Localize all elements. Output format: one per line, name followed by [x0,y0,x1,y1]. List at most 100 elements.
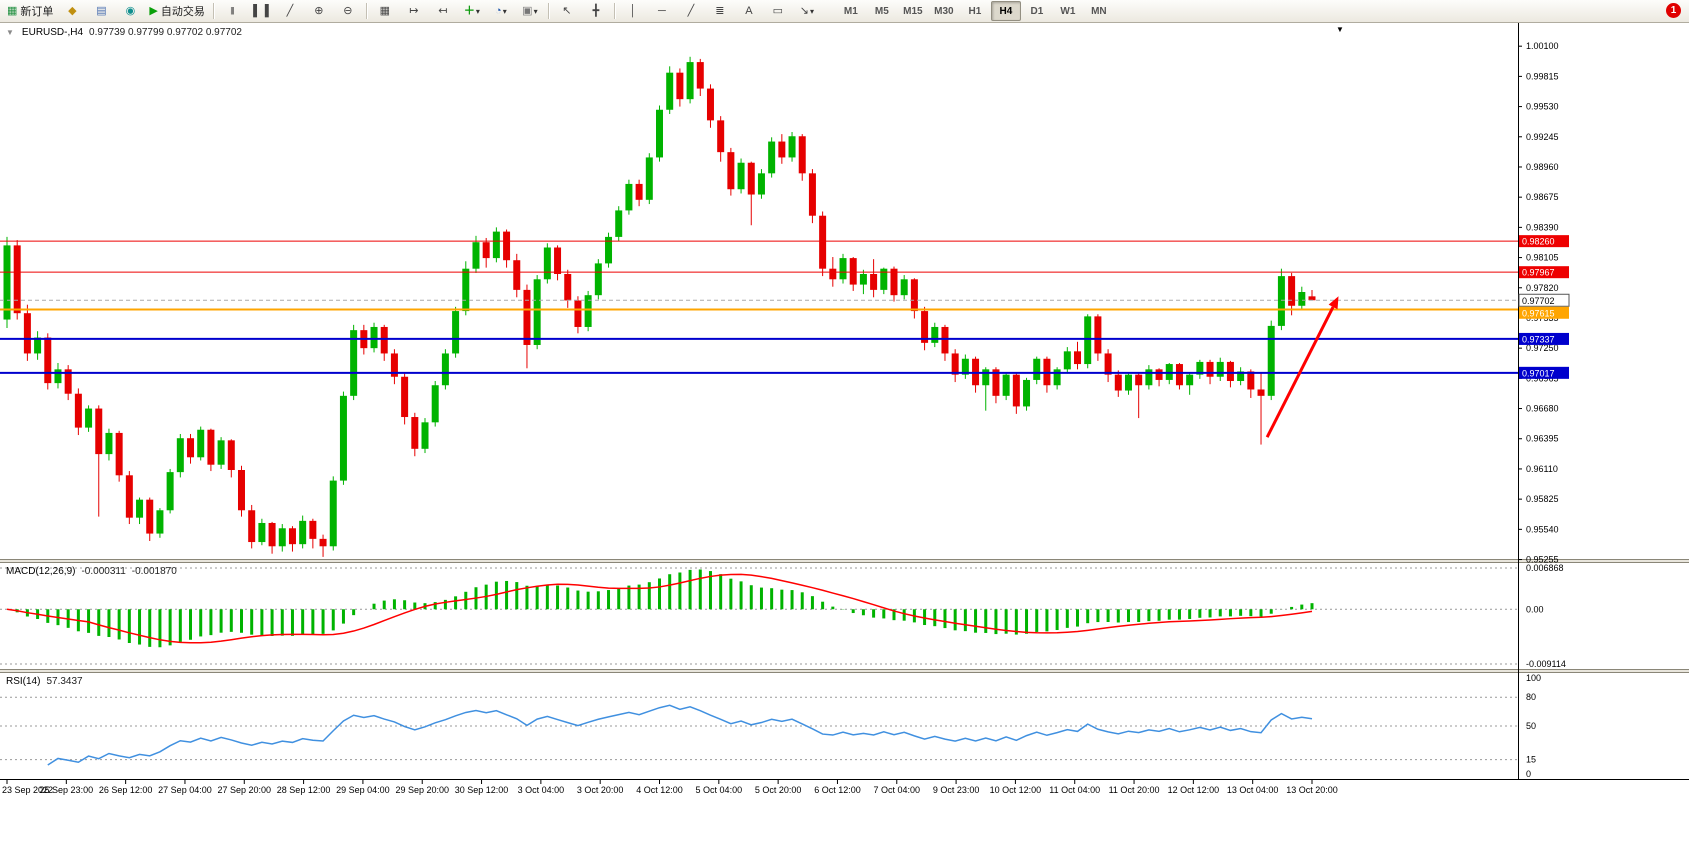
svg-text:5 Oct 20:00: 5 Oct 20:00 [755,785,802,795]
svg-text:5 Oct 04:00: 5 Oct 04:00 [696,785,743,795]
svg-text:1.00100: 1.00100 [1526,41,1559,51]
terminal-icon: ▤ [96,4,107,17]
text-label-button[interactable]: ▭ [764,1,792,21]
chart-collapse-icon[interactable]: ▼ [6,28,14,37]
svg-text:13 Oct 20:00: 13 Oct 20:00 [1286,785,1338,795]
timeframe-mn-button[interactable]: MN [1091,5,1107,17]
svg-text:100: 100 [1526,673,1541,683]
arrows-tool-button[interactable]: ↘ ▾ [793,1,821,21]
chart-canvas[interactable]: 1.00100 0.99815 0.99530 0.99245 0.98960 0.986… [0,23,1689,859]
svg-text:0.99245: 0.99245 [1526,132,1559,142]
timeframe-h4-button[interactable]: H4 [990,1,1021,21]
macd-label: MACD(12,26,9) -0.000311 -0.001870 [6,566,177,577]
svg-text:0: 0 [1526,769,1531,779]
svg-text:0.006868: 0.006868 [1526,563,1564,573]
strategy-tester-button[interactable]: ◉ [116,1,144,21]
macd-name: MACD(12,26,9) [6,566,76,577]
cursor-button[interactable]: ↖ [553,1,581,21]
svg-text:26 Sep 12:00: 26 Sep 12:00 [99,785,153,795]
chart-shift-marker[interactable]: ▼ [1336,25,1344,34]
timeframe-d1-button[interactable]: D1 [1030,5,1044,17]
trend-arrow[interactable] [1265,296,1339,438]
notification-badge[interactable]: 1 [1666,3,1681,18]
timeframe-m15-button[interactable]: M15 [903,5,923,17]
auto-scroll-button[interactable]: ↦ [400,1,428,21]
svg-text:27 Sep 20:00: 27 Sep 20:00 [217,785,271,795]
candlestick-chart-icon: ▌▐ [253,4,269,17]
svg-text:3 Oct 20:00: 3 Oct 20:00 [577,785,624,795]
fibonacci-button[interactable]: ≣ [706,1,734,21]
macd-signal-line [6,573,1313,644]
chart-title-bar: ▼ EURUSD-,H4 0.97739 0.97799 0.97702 0.9… [6,27,242,38]
svg-text:0.97250: 0.97250 [1526,343,1559,353]
toolbar-separator [613,3,615,19]
dropdown-caret-icon: ▾ [502,6,507,16]
svg-text:0.95255: 0.95255 [1526,555,1559,565]
tile-windows-button[interactable]: ▦ [371,1,399,21]
text-tool-button[interactable]: A [735,1,763,21]
svg-text:30 Sep 12:00: 30 Sep 12:00 [455,785,509,795]
templates-icon: ▣ [522,4,533,17]
svg-text:0.96395: 0.96395 [1526,434,1559,444]
timeframe-w1-button[interactable]: W1 [1060,5,1076,17]
horizontal-line-button[interactable]: ─ [648,1,676,21]
chart-shift-button[interactable]: ↤ [429,1,457,21]
zoom-out-button[interactable]: ⊖ [334,1,362,21]
indicators-button[interactable]: ＋ ▾ [458,1,486,21]
svg-text:0.98960: 0.98960 [1526,162,1559,172]
chart-window[interactable]: 1.00100 0.99815 0.99530 0.99245 0.98960 0.986… [0,23,1689,859]
timeframe-m5-button[interactable]: M5 [874,5,889,17]
svg-text:0.96110: 0.96110 [1526,464,1558,474]
support-line-upper-tag [1519,332,1569,345]
resistance-line-upper-tag [1519,235,1569,248]
timeframe-h1-button[interactable]: H1 [968,5,982,17]
autotrading-button[interactable]: ▶ 自动交易 [145,1,208,21]
svg-text:11 Oct 20:00: 11 Oct 20:00 [1109,785,1160,795]
timeframe-m30-button[interactable]: M30 [934,5,954,17]
horizontal-line-objects[interactable] [0,240,1518,374]
templates-button[interactable]: ▣ ▾ [516,1,544,21]
macd-histogram [15,569,1314,648]
indicators-icon: ＋ [463,4,475,17]
svg-text:50: 50 [1526,721,1536,731]
svg-text:28 Sep 12:00: 28 Sep 12:00 [277,785,331,795]
svg-text:0.95825: 0.95825 [1526,494,1559,504]
svg-text:0.97820: 0.97820 [1526,283,1559,293]
svg-text:9 Oct 23:00: 9 Oct 23:00 [933,785,980,795]
timeframe-group: M1 M5 M15 M30 H1 H4 D1 W1 MN [836,1,1114,21]
line-chart-button[interactable]: ╱ [276,1,304,21]
chart-symbol-period: EURUSD-,H4 [21,27,84,38]
zoom-in-icon: ⊕ [314,4,324,17]
rsi-label: RSI(14) 57.3437 [6,676,83,687]
chart-ohlc-values: 0.97739 0.97799 0.97702 0.97702 [89,27,242,38]
svg-text:6 Oct 12:00: 6 Oct 12:00 [814,785,861,795]
toolbar-separator [365,3,367,19]
toolbar: ▦ 新订单 ◆ ▤ ◉ ▶ 自动交易 ||| ▌▐ ╱ ⊕ ⊖ ▦ ↦ ↤ ＋ … [0,0,1689,23]
vertical-line-button[interactable]: │ [619,1,647,21]
terminal-button[interactable]: ▤ [87,1,115,21]
svg-text:0.98105: 0.98105 [1526,253,1559,263]
bar-chart-button[interactable]: ||| [218,1,246,21]
mql-editor-button[interactable]: ◆ [58,1,86,21]
periods-button[interactable]: ◔ ▾ [487,1,515,21]
svg-text:0.97702: 0.97702 [1522,296,1555,306]
svg-text:11 Oct 04:00: 11 Oct 04:00 [1049,785,1100,795]
svg-text:4 Oct 12:00: 4 Oct 12:00 [636,785,683,795]
candlestick-chart-button[interactable]: ▌▐ [247,1,275,21]
timeframe-m1-button[interactable]: M1 [843,5,858,17]
resistance-line-lower-tag [1519,266,1569,279]
crosshair-button[interactable]: ╋ [582,1,610,21]
chart-shift-icon: ↤ [438,4,448,17]
pivot-line-orange-tag [1519,306,1569,319]
svg-text:0.97615: 0.97615 [1522,308,1555,318]
svg-text:0.97017: 0.97017 [1522,368,1555,378]
svg-text:0.97967: 0.97967 [1522,268,1555,278]
trendline-button[interactable]: ╱ [677,1,705,21]
bar-chart-icon: ||| [230,6,234,15]
dropdown-caret-icon: ▾ [533,6,538,16]
new-order-label: 新订单 [20,6,54,18]
zoom-in-button[interactable]: ⊕ [305,1,333,21]
svg-text:0.97337: 0.97337 [1522,334,1555,344]
new-order-button[interactable]: ▦ 新订单 [3,1,57,21]
rsi-pane: 100 80 50 15 0 [0,673,1541,779]
